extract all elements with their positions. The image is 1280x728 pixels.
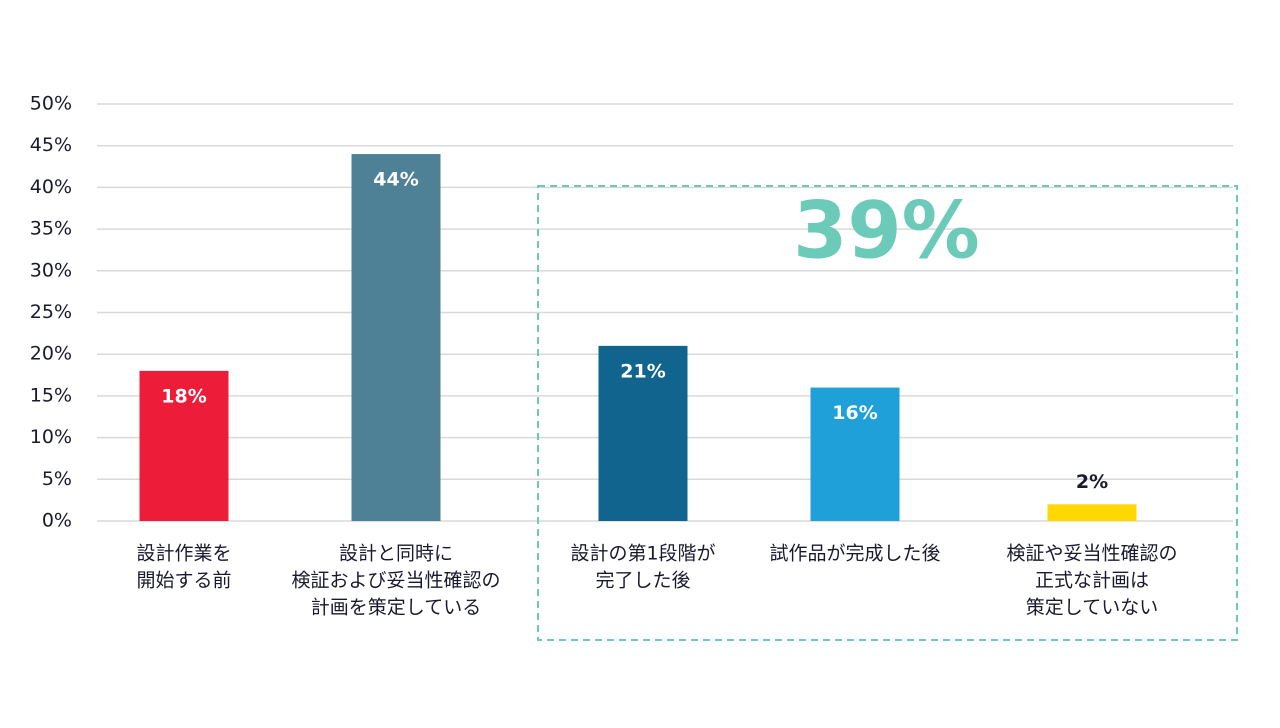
x-tick-label: 検証や妥当性確認の: [1006, 543, 1177, 565]
y-tick-label: 15%: [30, 384, 72, 406]
x-tick-label: 検証および妥当性確認の: [291, 570, 500, 592]
bar: [810, 387, 900, 521]
y-tick-label: 5%: [42, 468, 72, 490]
value-label: 44%: [373, 169, 418, 191]
y-tick-label: 40%: [30, 176, 72, 198]
y-tick-label: 10%: [30, 426, 72, 448]
x-tick-label: 試作品が完成した後: [769, 543, 940, 565]
x-tick-label: 開始する前: [136, 570, 231, 592]
value-label: 21%: [620, 360, 665, 382]
x-tick-label: 完了した後: [595, 570, 690, 592]
x-tick-label: 設計の第1段階が: [570, 543, 715, 565]
y-tick-label: 20%: [30, 343, 72, 365]
y-tick-label: 30%: [30, 259, 72, 281]
bar: [1047, 504, 1137, 521]
x-tick-label: 策定していない: [1026, 597, 1158, 619]
value-label: 16%: [832, 402, 877, 424]
y-tick-label: 0%: [42, 510, 72, 532]
highlight-box: [537, 185, 1238, 641]
x-tick-label: 設計作業を: [136, 543, 231, 565]
y-tick-label: 25%: [30, 301, 72, 323]
value-label: 2%: [1076, 471, 1108, 493]
x-tick-label: 正式な計画は: [1035, 570, 1149, 592]
y-tick-label: 50%: [30, 93, 72, 115]
bar: [139, 370, 229, 521]
highlight-label: 39%: [793, 186, 980, 276]
value-label: 18%: [161, 385, 206, 407]
y-tick-label: 45%: [30, 134, 72, 156]
bar: [351, 154, 441, 522]
y-tick-label: 35%: [30, 218, 72, 240]
x-tick-label: 設計と同時に: [339, 543, 453, 565]
bar: [598, 345, 688, 521]
x-tick-label: 計画を策定している: [311, 597, 481, 619]
